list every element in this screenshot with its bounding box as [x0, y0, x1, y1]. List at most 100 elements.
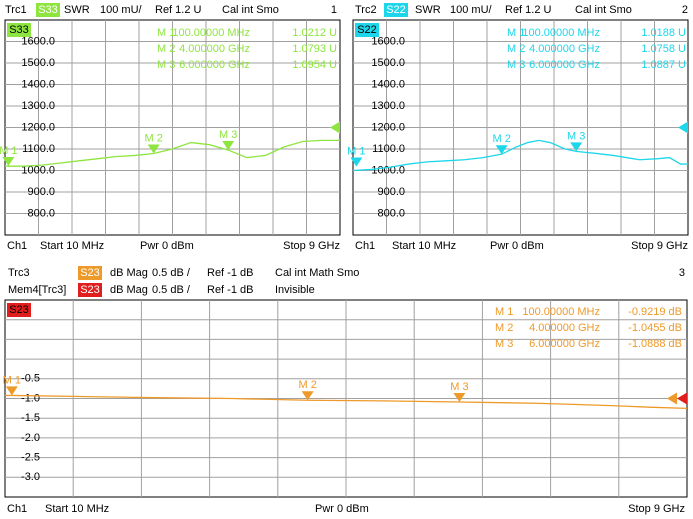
y-tick-label: -3.0 [21, 471, 40, 483]
marker-table-freq: 100.00000 MHz [522, 27, 600, 39]
marker-table-freq: 6.000000 GHz [179, 59, 250, 71]
param-box [36, 3, 60, 17]
trace [4, 394, 688, 409]
trace-tag-label: S33 [9, 24, 29, 36]
trace-tag-label: S23 [9, 304, 29, 316]
marker-table-label: M 1 [507, 27, 525, 39]
header-text: Ref -1 dB [207, 284, 253, 296]
footer-text: Pwr 0 dBm [490, 240, 544, 252]
marker-table-label: M 3 [495, 338, 513, 350]
marker-table-freq: 4.000000 GHz [179, 43, 250, 55]
header-text: 100 mU/ [450, 4, 493, 16]
marker-table-label: M 2 [157, 43, 175, 55]
footer-text: Start 10 MHz [40, 240, 104, 252]
marker [222, 140, 235, 150]
marker [495, 145, 508, 155]
header-text: Ref -1 dB [207, 267, 253, 279]
y-tick-label: 900.0 [377, 186, 405, 198]
param-box [78, 283, 102, 297]
footer-text: Stop 9 GHz [628, 503, 685, 515]
marker-table-value: -1.0888 dB [628, 338, 682, 350]
header-text: Trc1 [5, 4, 27, 16]
header-text: dB Mag [110, 284, 148, 296]
param-label: S23 [80, 284, 100, 296]
marker [453, 392, 466, 402]
header-text: Cal int Smo [575, 4, 632, 16]
param-box [384, 3, 408, 17]
y-tick-label: -1.5 [21, 412, 40, 424]
y-tick-label: 1100.0 [372, 143, 405, 155]
y-tick-label: -2.5 [21, 452, 40, 464]
marker-label: M 3 [219, 129, 237, 141]
y-tick-label: 1200.0 [371, 121, 405, 133]
header-text: Ref 1.2 U [155, 4, 202, 16]
y-tick-label: 1600.0 [371, 35, 405, 47]
marker-table-freq: 6.000000 GHz [529, 338, 600, 350]
param-label: S33 [38, 4, 58, 16]
header-text: Trc3 [8, 267, 30, 279]
header-text: Cal int Smo [222, 4, 279, 16]
marker-table-freq: 4.000000 GHz [529, 43, 600, 55]
channel-number: 2 [682, 4, 688, 16]
marker-table-value: 1.0793 U [292, 43, 337, 55]
footer-text: Pwr 0 dBm [315, 503, 369, 515]
y-tick-label: 1300.0 [371, 100, 405, 112]
y-tick-label: 1400.0 [21, 78, 55, 90]
marker-table-label: M 2 [495, 322, 513, 334]
y-tick-label: 1300.0 [21, 100, 55, 112]
trace-tag [7, 23, 31, 37]
y-tick-label: 1500.0 [371, 57, 405, 69]
marker-table-label: M 3 [507, 59, 525, 71]
ref-arrow [667, 392, 677, 405]
trace [5, 139, 340, 167]
y-tick-label: 1400.0 [371, 78, 405, 90]
marker-label: M 3 [567, 130, 585, 142]
marker-table-label: M 2 [507, 43, 525, 55]
marker-label: M 3 [450, 381, 468, 393]
header-text: 0.5 dB / [152, 284, 191, 296]
marker [301, 391, 314, 401]
channel-number: 3 [679, 267, 685, 279]
header-text: Trc2 [355, 4, 377, 16]
marker-table-value: 1.0887 U [641, 59, 686, 71]
header-text: Ref 1.2 U [505, 4, 552, 16]
header-text: SWR [415, 4, 441, 16]
header-text: Cal int Math Smo [275, 267, 359, 279]
y-tick-label: 1100.0 [22, 143, 55, 155]
footer-text: Pwr 0 dBm [140, 240, 194, 252]
marker [570, 142, 583, 152]
footer-text: Start 10 MHz [392, 240, 456, 252]
trace-tag-label: S22 [357, 24, 377, 36]
marker-table-freq: 4.000000 GHz [529, 322, 600, 334]
marker-table-label: M 1 [157, 27, 175, 39]
marker-label: M 1 [3, 374, 21, 386]
trace-tag [7, 303, 31, 317]
marker [350, 157, 363, 167]
footer-text: Ch1 [7, 503, 27, 515]
y-tick-label: 800.0 [377, 207, 405, 219]
footer-text: Ch1 [355, 240, 375, 252]
marker-label: M 2 [145, 132, 163, 144]
y-tick-label: 1000.0 [371, 164, 405, 176]
header-text: Mem4[Trc3] [8, 284, 66, 296]
ref-arrow [677, 392, 687, 405]
header-text: 0.5 dB / [152, 267, 191, 279]
channel-number: 1 [331, 4, 337, 16]
marker-table-value: 1.0188 U [641, 27, 686, 39]
marker-label: M 1 [347, 145, 365, 157]
y-tick-label: 1500.0 [21, 57, 55, 69]
marker [5, 386, 18, 396]
trace [352, 139, 688, 172]
trace-tag [355, 23, 379, 37]
y-tick-label: 1600.0 [21, 35, 55, 47]
marker-table-value: 1.0954 U [292, 59, 337, 71]
marker-table-freq: 100.00000 MHz [522, 306, 600, 318]
header-text: Invisible [275, 284, 315, 296]
marker-label: M 2 [299, 379, 317, 391]
marker-table-freq: 100.00000 MHz [172, 27, 250, 39]
ref-arrow [330, 121, 340, 134]
y-tick-label: 1000.0 [21, 164, 55, 176]
footer-text: Stop 9 GHz [283, 240, 340, 252]
footer-text: Start 10 MHz [45, 503, 109, 515]
